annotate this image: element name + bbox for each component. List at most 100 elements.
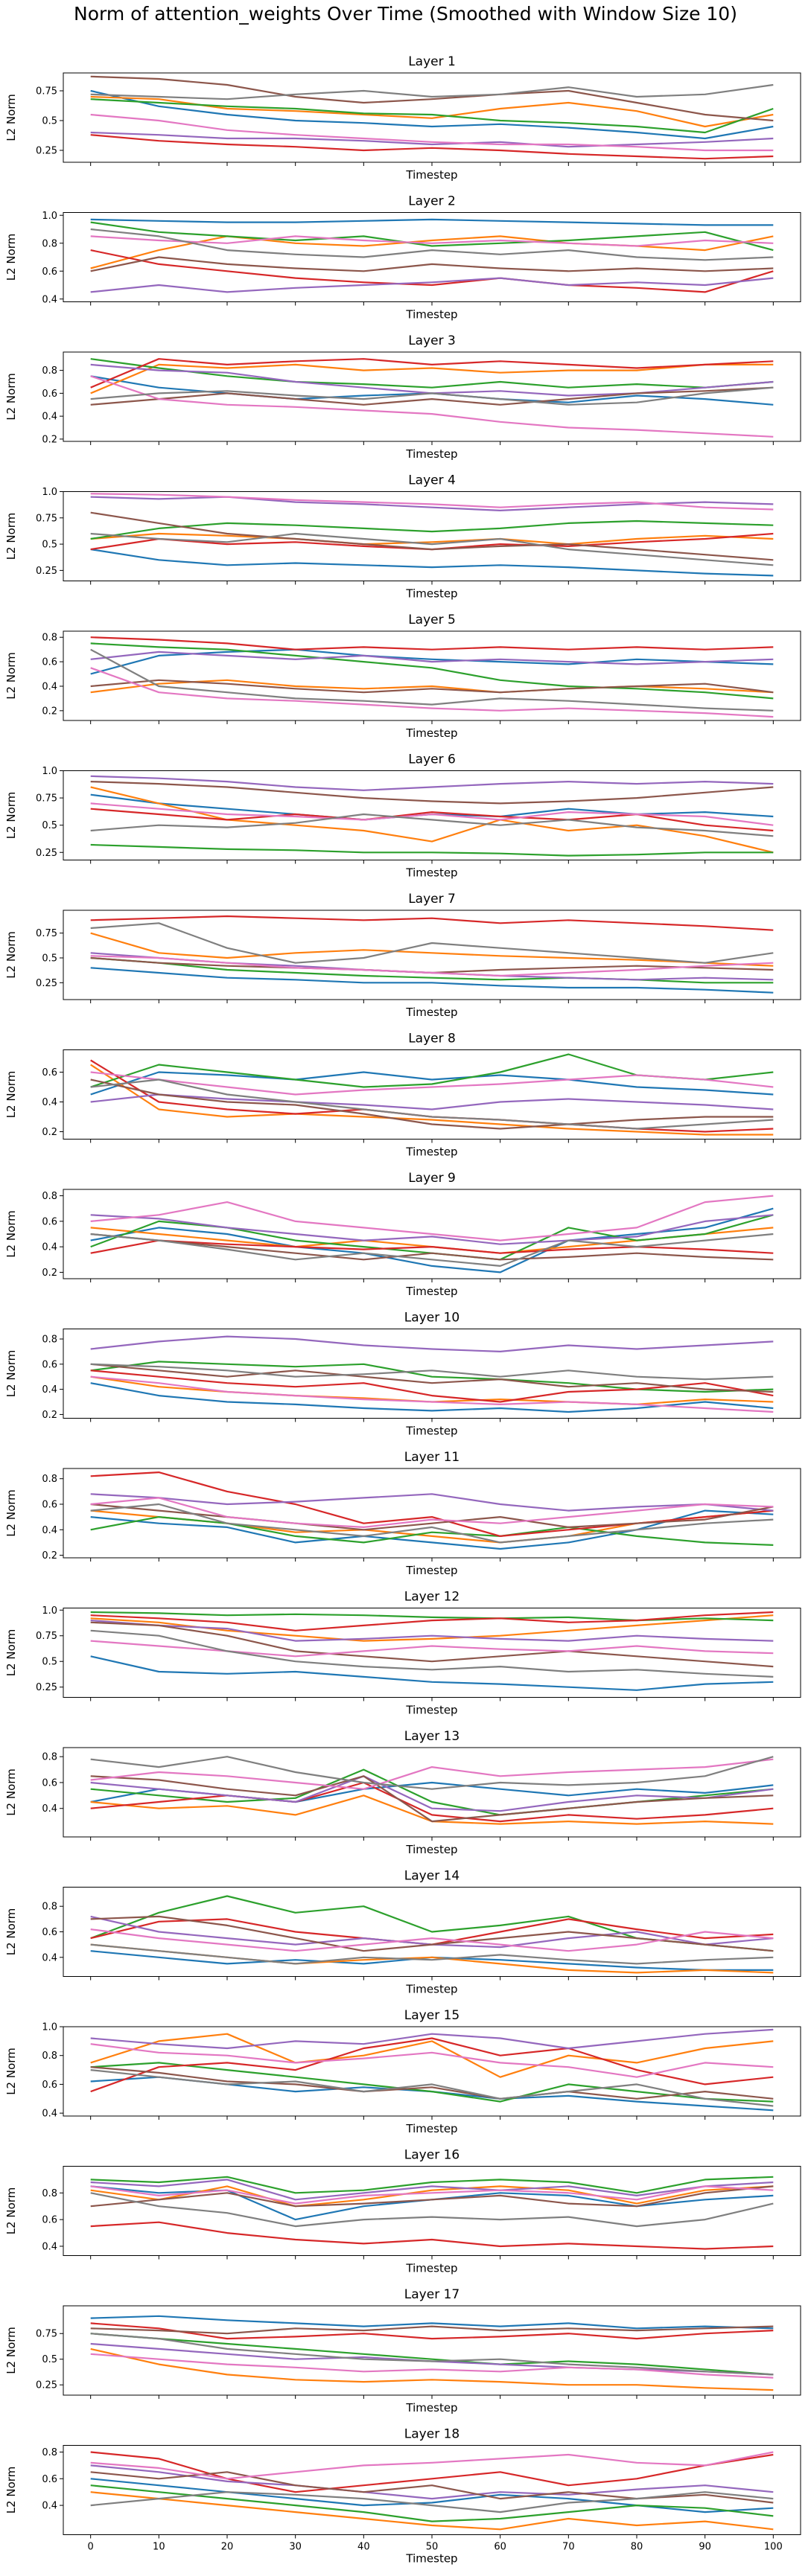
y-tick-label: 0.2 bbox=[42, 1268, 57, 1279]
series-line-1 bbox=[90, 1509, 774, 1550]
plot-frame bbox=[63, 1329, 801, 1419]
y-tick-label: 0.6 bbox=[42, 1927, 57, 1938]
subplot-title: Layer 6 bbox=[408, 752, 456, 767]
series-line-2 bbox=[90, 1064, 774, 1136]
y-tick-label: 0.8 bbox=[42, 2051, 57, 2062]
y-tick-label: 0.25 bbox=[36, 848, 57, 859]
subplot-layer-5: Layer 5 L2 Norm 0.2 0.4 0.6 0.8 Timestep bbox=[4, 613, 801, 740]
subplot-layer-16: Layer 16 L2 Norm 0.4 0.6 0.8 Timestep bbox=[4, 2148, 801, 2275]
series-line-8 bbox=[90, 1756, 774, 1790]
y-tick-label: 0.6 bbox=[42, 657, 57, 668]
y-tick-label: 0.4 bbox=[42, 681, 57, 692]
series-line-6 bbox=[90, 1078, 774, 1130]
y-tick-label: 0.25 bbox=[36, 978, 57, 989]
y-tick-label: 0.5 bbox=[42, 2354, 57, 2365]
y-tick-label: 0.75 bbox=[36, 928, 57, 939]
y-axis-label: L2 Norm bbox=[4, 1768, 18, 1816]
series-line-5 bbox=[90, 2179, 774, 2201]
x-tick-label: 40 bbox=[357, 2542, 370, 2553]
y-tick-label: 0.75 bbox=[36, 2329, 57, 2340]
series-line-8 bbox=[90, 2192, 774, 2228]
y-tick-label: 0.8 bbox=[42, 1902, 57, 1913]
series-line-7 bbox=[90, 1928, 774, 1952]
x-axis-label: Timestep bbox=[405, 2122, 457, 2135]
series-line-5 bbox=[90, 1214, 774, 1245]
series-line-3 bbox=[90, 2062, 774, 2103]
series-line-8 bbox=[90, 1629, 774, 1678]
subplot-layer-9: Layer 9 L2 Norm 0.2 0.4 0.6 0.8 Timestep bbox=[4, 1171, 801, 1298]
series-line-8 bbox=[90, 386, 774, 406]
x-tick-label: 20 bbox=[221, 2542, 234, 2553]
subplot-layer-7: Layer 7 L2 Norm 0.25 0.5 0.75 Timestep bbox=[4, 892, 801, 1019]
series-line-7 bbox=[90, 955, 774, 977]
y-axis-label: L2 Norm bbox=[4, 1908, 18, 1956]
subplot-title: Layer 13 bbox=[404, 1729, 459, 1744]
series-line-3 bbox=[90, 1895, 774, 1952]
series-line-4 bbox=[90, 2037, 774, 2093]
x-axis-label: Timestep bbox=[405, 1425, 457, 1438]
plot-frame bbox=[63, 1608, 801, 1698]
series-line-4 bbox=[90, 1781, 774, 1823]
y-tick-label: 0.6 bbox=[42, 1067, 57, 1078]
y-axis-label: L2 Norm bbox=[4, 1350, 18, 1398]
y-tick-label: 0.8 bbox=[42, 238, 57, 249]
y-axis-label: L2 Norm bbox=[4, 373, 18, 421]
subplot-title: Layer 12 bbox=[404, 1590, 459, 1605]
y-tick-label: 0.6 bbox=[42, 2474, 57, 2485]
subplot-title: Layer 16 bbox=[404, 2148, 459, 2163]
series-line-7 bbox=[90, 2043, 774, 2078]
y-tick-label: 0.4 bbox=[42, 412, 57, 423]
series-line-5 bbox=[90, 651, 774, 665]
subplot-layer-13: Layer 13 L2 Norm 0.4 0.6 0.8 Timestep bbox=[4, 1729, 801, 1856]
series-line-5 bbox=[90, 775, 774, 791]
series-line-3 bbox=[90, 1768, 774, 1816]
y-tick-label: 1.0 bbox=[42, 487, 57, 498]
y-tick-label: 0.25 bbox=[36, 2380, 57, 2391]
series-line-5 bbox=[90, 1493, 774, 1512]
series-line-2 bbox=[90, 932, 774, 967]
subplot-layer-11: Layer 11 L2 Norm 0.2 0.4 0.6 0.8 Timestep bbox=[4, 1450, 801, 1577]
y-tick-label: 0.5 bbox=[42, 1657, 57, 1668]
series-line-3 bbox=[90, 1053, 774, 1088]
subplot-title: Layer 15 bbox=[404, 2008, 459, 2023]
x-axis-label: Timestep bbox=[405, 1285, 457, 1298]
subplot-title: Layer 14 bbox=[404, 1869, 459, 1884]
plot-frame bbox=[63, 1189, 801, 1279]
series-line-5 bbox=[90, 1093, 774, 1110]
y-tick-label: 0.8 bbox=[42, 1191, 57, 1202]
x-tick-label: 90 bbox=[699, 2542, 711, 2553]
subplot-title: Layer 17 bbox=[404, 2287, 459, 2302]
y-tick-label: 0.4 bbox=[42, 2501, 57, 2512]
series-line-7 bbox=[90, 802, 774, 826]
series-line-8 bbox=[90, 813, 774, 837]
x-axis-label: Timestep bbox=[405, 1006, 457, 1019]
series-line-4 bbox=[90, 2451, 774, 2493]
y-axis-label: L2 Norm bbox=[4, 792, 18, 840]
plot-frame bbox=[63, 491, 801, 581]
subplot-title: Layer 7 bbox=[408, 892, 456, 907]
series-line-7 bbox=[90, 1758, 774, 1790]
subplot-layer-15: Layer 15 L2 Norm 0.4 0.6 0.8 1.0 Timestep bbox=[4, 2008, 801, 2135]
subplot-layer-12: Layer 12 L2 Norm 0.25 0.5 0.75 1.0 Timestep bbox=[4, 1590, 801, 1717]
series-line-1 bbox=[90, 1207, 774, 1273]
x-axis-label: Timestep bbox=[405, 1843, 457, 1856]
series-line-6 bbox=[90, 1233, 774, 1261]
series-line-3 bbox=[90, 2176, 774, 2194]
series-line-3 bbox=[90, 1515, 774, 1546]
plot-frame bbox=[63, 2166, 801, 2256]
series-line-6 bbox=[90, 1775, 774, 1823]
series-line-8 bbox=[90, 2069, 774, 2107]
x-axis-label: Timestep bbox=[405, 168, 457, 182]
series-line-4 bbox=[90, 1370, 774, 1403]
y-axis-label: L2 Norm bbox=[4, 2467, 18, 2514]
series-line-6 bbox=[90, 256, 774, 272]
plot-frame bbox=[63, 212, 801, 302]
subplot-title: Layer 9 bbox=[408, 1171, 456, 1186]
x-axis-label: Timestep bbox=[405, 308, 457, 322]
figure-title: Norm of attention_weights Over Time (Smo… bbox=[74, 3, 737, 25]
plot-frame bbox=[63, 910, 801, 1000]
series-line-5 bbox=[90, 1335, 774, 1353]
series-line-5 bbox=[90, 2464, 774, 2500]
x-tick-label: 30 bbox=[289, 2542, 302, 2553]
